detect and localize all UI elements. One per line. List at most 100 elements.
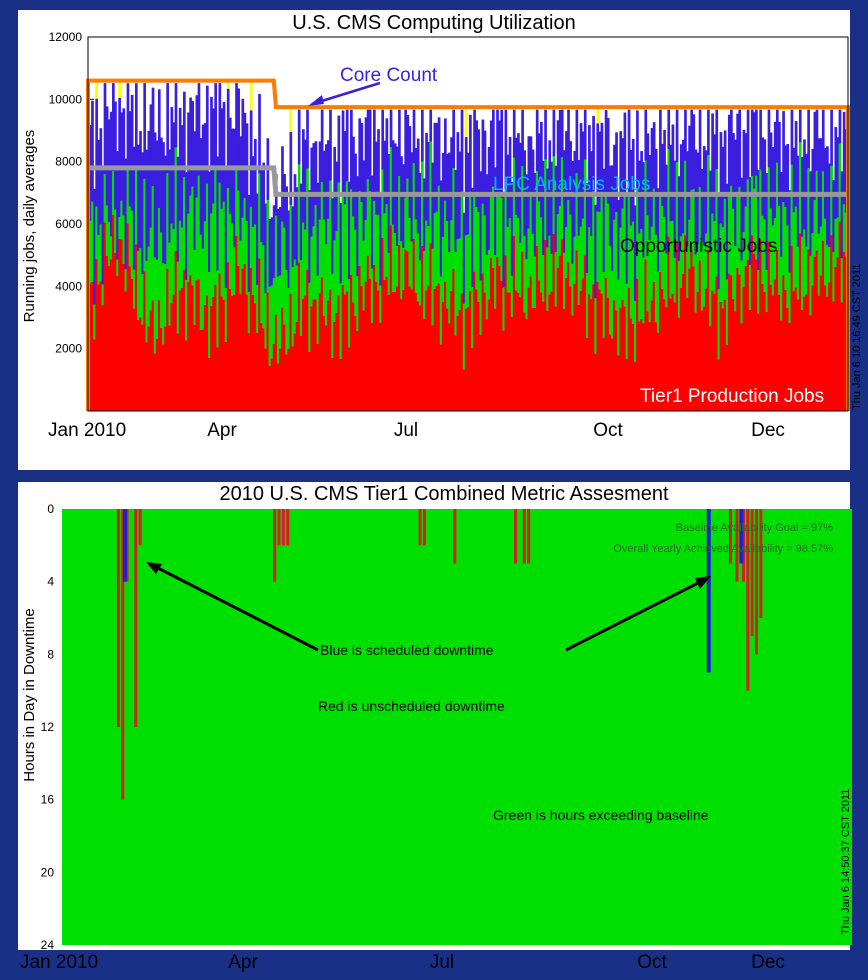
opportunistic-bar <box>692 189 696 267</box>
tier1-bar <box>126 223 130 411</box>
top-x-tick-label: Jan 2010 <box>48 420 126 441</box>
opportunistic-bar <box>565 227 568 278</box>
opportunistic-bar <box>778 206 781 295</box>
tier1-bar <box>608 334 612 411</box>
tier1-bar <box>130 278 134 411</box>
lpc-bar <box>153 132 157 258</box>
lpc-bar <box>195 95 199 198</box>
lpc-bar <box>279 207 282 276</box>
opportunistic-bar <box>558 205 562 256</box>
lpc-bar <box>765 173 769 271</box>
opportunistic-bar <box>496 194 499 258</box>
tier1-bar <box>828 282 831 411</box>
opportunistic-bar <box>329 180 332 290</box>
lpc-bar <box>673 160 677 258</box>
lpc-bar <box>498 120 501 197</box>
lpc-bar <box>155 140 159 260</box>
lpc-bar <box>640 151 643 229</box>
tier1-bar <box>287 349 291 411</box>
opportunistic-bar <box>178 220 182 291</box>
opportunistic-bar <box>224 287 228 342</box>
opportunistic-bar <box>571 263 575 316</box>
tier1-bar <box>778 294 781 411</box>
tier1-bar <box>377 290 380 411</box>
lpc-bar <box>122 108 126 216</box>
lpc-bar <box>168 149 172 243</box>
tier1-bar <box>598 289 602 411</box>
green-baseline-area <box>62 509 852 945</box>
opportunistic-bar <box>554 252 558 307</box>
lpc-bar <box>343 131 347 205</box>
tier1-bar <box>615 310 618 411</box>
lpc-bar <box>124 158 128 270</box>
tier1-bar <box>821 240 825 411</box>
opportunistic-bar <box>617 279 620 356</box>
opportunistic-bar <box>375 214 378 282</box>
opportunistic-bar <box>625 283 629 360</box>
lpc-bar <box>105 106 109 206</box>
tier1-bar <box>498 265 501 411</box>
opportunistic-bar <box>675 162 679 243</box>
opportunistic-bar <box>195 197 199 281</box>
tier1-bar <box>819 275 823 411</box>
opportunistic-bar <box>715 169 719 277</box>
opportunistic-bar <box>308 282 311 352</box>
lpc-bar <box>93 188 96 305</box>
lpc-bar <box>552 109 556 157</box>
opportunistic-bar <box>145 260 149 343</box>
unscheduled-downtime-bar <box>514 509 518 564</box>
bottom-y-ticks: 0 4 8 12 16 20 24 <box>41 502 55 952</box>
tier1-bar <box>673 302 677 411</box>
tier1-bar <box>222 299 226 411</box>
tier1-bar <box>172 294 176 411</box>
lpc-bar <box>327 140 330 219</box>
bottom-x-ticks: Jan 2010 Apr Jul Oct Dec <box>20 952 785 973</box>
tier1-bar <box>661 288 664 411</box>
lpc-bar <box>385 118 389 204</box>
lpc-bar <box>147 130 151 247</box>
unscheduled-downtime-bar <box>750 509 754 637</box>
lpc-bar <box>477 129 481 213</box>
lpc-bar <box>763 139 767 220</box>
top-timestamp: Thu Jan 6 10:16:49 CST 2011 <box>851 264 863 410</box>
opportunistic-bar <box>393 233 397 292</box>
tier1-bar <box>170 303 174 411</box>
lpc-bar <box>400 156 403 242</box>
opportunistic-bar <box>97 235 101 285</box>
tier1-bar <box>122 263 126 411</box>
opportunistic-bar <box>322 219 326 317</box>
opportunistic-bar <box>801 236 804 310</box>
lpc-bar <box>260 170 263 242</box>
opportunistic-bar <box>652 188 656 282</box>
opportunistic-bar <box>821 171 825 241</box>
opportunistic-bar <box>412 163 416 239</box>
lpc-bar <box>563 150 566 253</box>
lpc-bar <box>264 203 268 294</box>
tier1-bar <box>677 317 681 411</box>
lpc-bar <box>717 196 721 290</box>
opportunistic-bar <box>281 221 284 308</box>
lpc-bar <box>293 174 297 260</box>
lpc-bar <box>99 128 103 225</box>
tier1-bar <box>281 307 284 411</box>
lpc-bar <box>531 149 535 234</box>
tier1-bar <box>302 298 305 411</box>
lpc-bar <box>715 109 719 170</box>
lpc-bar <box>815 109 819 171</box>
lpc-bar <box>713 134 717 222</box>
opportunistic-bar <box>437 185 441 284</box>
lpc-bar <box>625 191 629 284</box>
tier1-bar <box>650 300 654 411</box>
unscheduled-downtime-bar <box>418 509 422 546</box>
tier1-bar <box>448 323 451 411</box>
tier1-bar <box>366 255 370 411</box>
yellow-bar <box>464 107 468 138</box>
tier1-bar <box>836 257 840 411</box>
tier1-bar <box>602 337 606 411</box>
tier1-bar <box>141 324 144 411</box>
tier1-bar <box>715 276 719 411</box>
tier1-bar <box>270 358 274 411</box>
unscheduled-downtime-bar <box>759 509 763 618</box>
lpc-bar <box>740 177 744 261</box>
opportunistic-bar <box>164 264 167 327</box>
